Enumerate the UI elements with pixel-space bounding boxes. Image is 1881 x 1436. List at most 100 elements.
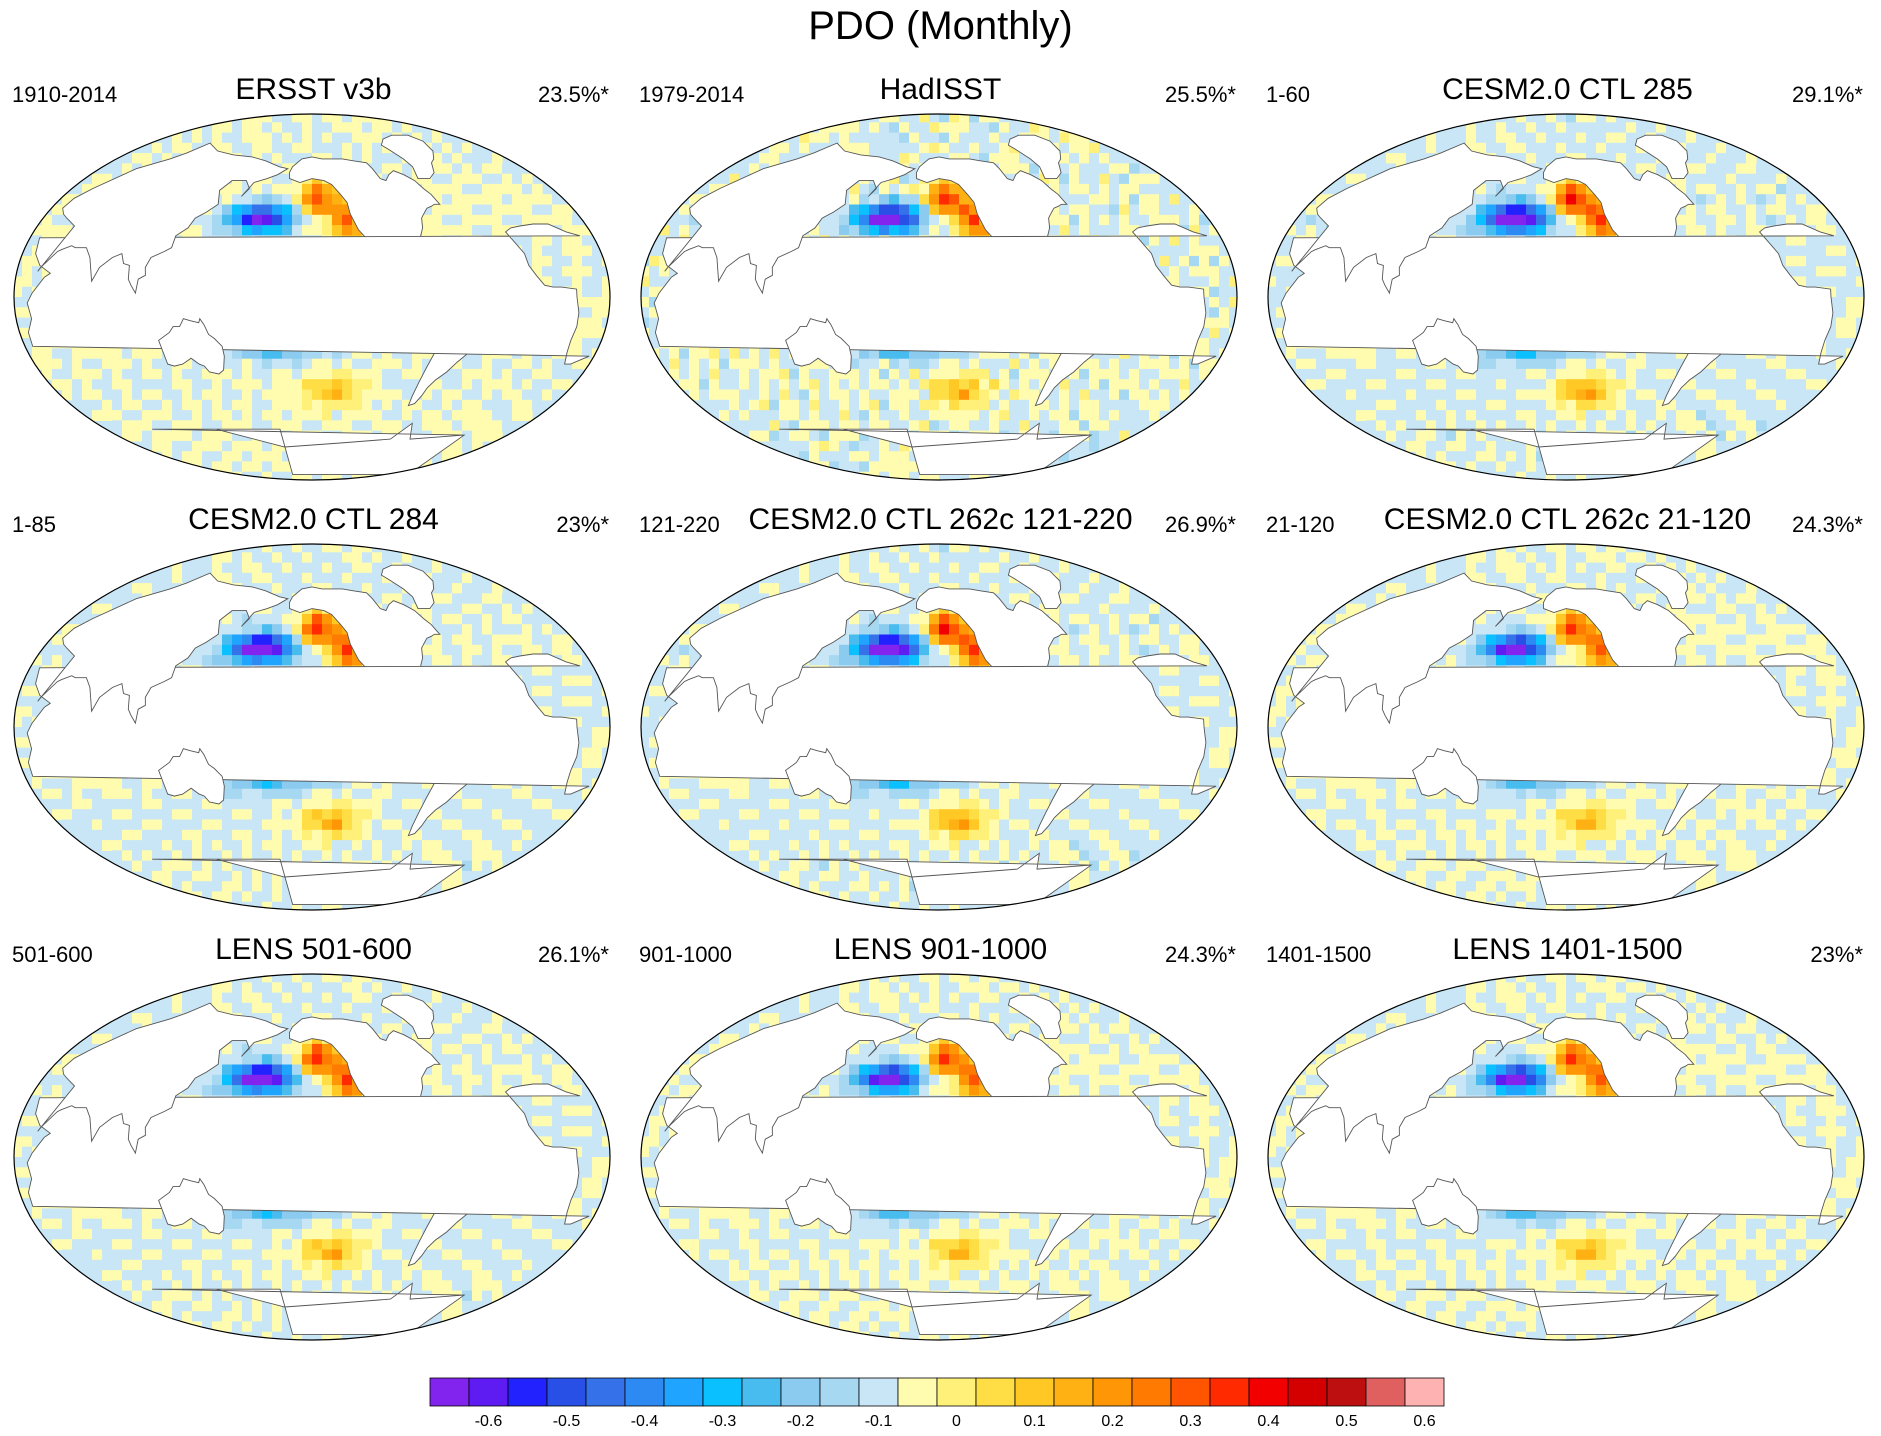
field-cell xyxy=(969,225,980,236)
field-cell xyxy=(142,440,153,452)
field-cell xyxy=(302,214,313,226)
field-cell xyxy=(392,368,403,380)
field-cell xyxy=(879,183,890,195)
field-cell xyxy=(52,225,63,236)
field-cell xyxy=(1159,266,1170,278)
field-cell xyxy=(172,142,183,154)
field-cell xyxy=(1099,358,1110,370)
field-cell xyxy=(1626,410,1637,421)
field-cell xyxy=(142,410,153,421)
field-cell xyxy=(1606,358,1617,370)
field-cell xyxy=(1209,235,1220,247)
field-cell xyxy=(222,214,233,226)
field-cell xyxy=(362,348,373,360)
field-cell xyxy=(909,410,920,421)
field-cell xyxy=(1366,410,1377,421)
field-cell xyxy=(462,420,473,432)
field-cell xyxy=(1706,173,1717,185)
field-cell xyxy=(292,410,303,421)
field-cell xyxy=(889,379,900,391)
field-cell xyxy=(1526,471,1537,480)
field-cell xyxy=(1556,389,1567,401)
field-cell xyxy=(1556,410,1567,421)
field-cell xyxy=(759,399,770,411)
field-cell xyxy=(969,420,980,432)
field-cell xyxy=(352,132,363,144)
field-cell xyxy=(1666,348,1677,360)
field-cell xyxy=(112,368,123,380)
field-cell xyxy=(442,399,453,411)
field-cell xyxy=(1566,471,1577,480)
field-cell xyxy=(939,379,950,391)
field-cell xyxy=(1009,379,1020,391)
field-cell xyxy=(292,389,303,401)
field-cell xyxy=(1576,358,1587,370)
field-cell xyxy=(1396,399,1407,411)
field-cell xyxy=(412,122,423,134)
field-cell xyxy=(432,389,443,401)
field-cell xyxy=(332,471,343,480)
field-cell xyxy=(222,399,233,411)
field-cell xyxy=(939,368,950,380)
field-cell xyxy=(1706,399,1717,411)
field-cell xyxy=(1346,389,1357,401)
field-cell xyxy=(1536,399,1547,411)
field-cell xyxy=(929,379,940,391)
field-cell xyxy=(909,153,920,164)
field-cell xyxy=(1059,389,1070,401)
field-cell xyxy=(1476,389,1487,401)
field-cell xyxy=(1039,471,1050,480)
field-cell xyxy=(1059,379,1070,391)
field-cell xyxy=(859,358,870,370)
field-cell xyxy=(122,399,133,411)
map-panel: CESM2.0 CTL 285 1-60 29.1%* xyxy=(1254,72,1881,502)
field-cell xyxy=(859,225,870,236)
field-cell xyxy=(272,132,283,144)
field-cell xyxy=(92,348,103,360)
field-cell xyxy=(1596,114,1607,123)
field-cell xyxy=(1486,461,1497,473)
field-cell xyxy=(1636,348,1647,360)
field-cell xyxy=(42,266,53,278)
field-cell xyxy=(819,358,830,370)
field-cell xyxy=(342,122,353,134)
field-cell xyxy=(1059,225,1070,236)
field-cell xyxy=(532,255,543,267)
field-cell xyxy=(152,440,163,452)
field-cell xyxy=(1019,163,1030,175)
field-cell xyxy=(392,122,403,134)
field-cell xyxy=(522,410,533,421)
field-cell xyxy=(659,255,670,267)
field-cell xyxy=(1476,214,1487,226)
field-cell xyxy=(1079,142,1090,154)
field-cell xyxy=(1189,266,1200,278)
field-cell xyxy=(262,399,273,411)
field-cell xyxy=(1406,389,1417,401)
field-cell xyxy=(1069,368,1080,380)
field-cell xyxy=(859,194,870,206)
field-cell xyxy=(1268,307,1277,319)
field-cell xyxy=(482,153,493,164)
field-cell xyxy=(1059,142,1070,154)
field-cell xyxy=(482,389,493,401)
field-cell xyxy=(669,266,680,278)
field-cell xyxy=(1179,255,1190,267)
field-cell xyxy=(969,410,980,421)
field-cell xyxy=(819,451,830,463)
field-cell xyxy=(1139,358,1150,370)
field-cell xyxy=(949,225,960,236)
field-cell xyxy=(1716,153,1727,164)
field-cell xyxy=(1019,410,1030,421)
field-cell xyxy=(1706,142,1717,154)
field-cell xyxy=(192,225,203,236)
field-cell xyxy=(689,348,700,360)
field-cell xyxy=(452,173,463,185)
field-cell xyxy=(1129,368,1140,380)
field-cell xyxy=(122,430,133,442)
field-cell xyxy=(362,153,373,164)
field-cell xyxy=(719,173,730,185)
field-cell xyxy=(1159,183,1170,195)
field-cell xyxy=(1099,194,1110,206)
field-cell xyxy=(332,399,343,411)
field-cell xyxy=(1616,358,1627,370)
